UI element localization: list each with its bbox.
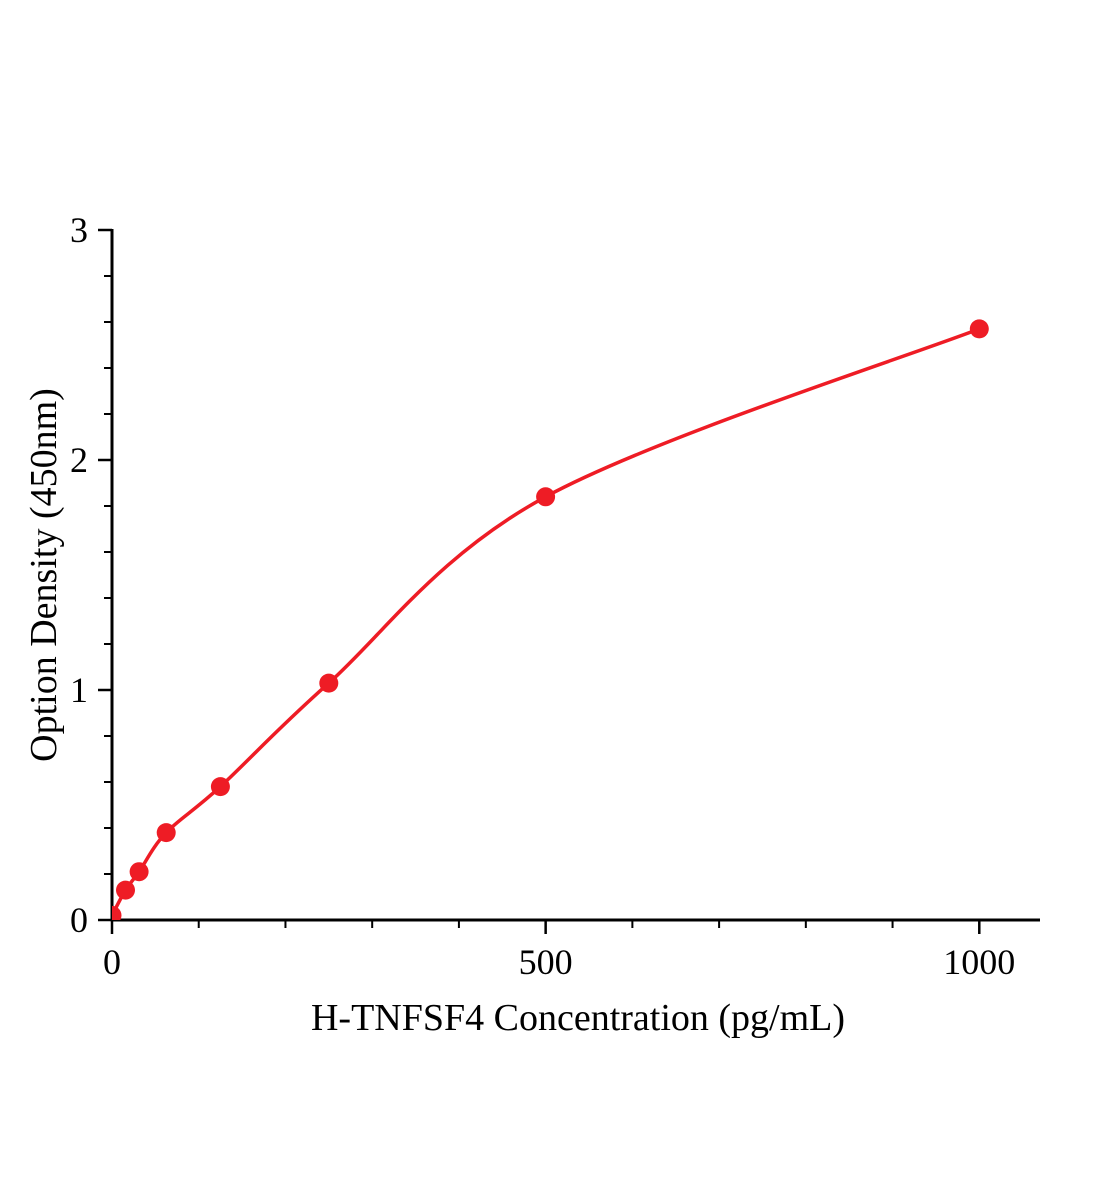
data-point	[156, 823, 176, 843]
x-tick-label: 1000	[943, 942, 1015, 982]
data-point	[112, 905, 122, 920]
data-points	[112, 319, 989, 920]
data-point	[969, 319, 989, 339]
y-tick-label: 1	[70, 670, 88, 710]
x-tick-label: 500	[519, 942, 573, 982]
x-axis-label: H-TNFSF4 Concentration (pg/mL)	[310, 997, 846, 1039]
y-tick-label: 3	[70, 210, 88, 250]
y-axis-label: Option Density (450nm)	[23, 388, 65, 762]
data-point	[210, 777, 230, 797]
data-point	[129, 862, 149, 882]
data-point	[116, 880, 135, 900]
data-point	[536, 487, 556, 507]
data-point	[319, 673, 339, 693]
y-tick-label: 2	[70, 440, 88, 480]
fitted-curve	[112, 327, 980, 917]
x-tick-label: 0	[103, 942, 121, 982]
y-tick-label: 0	[70, 900, 88, 940]
